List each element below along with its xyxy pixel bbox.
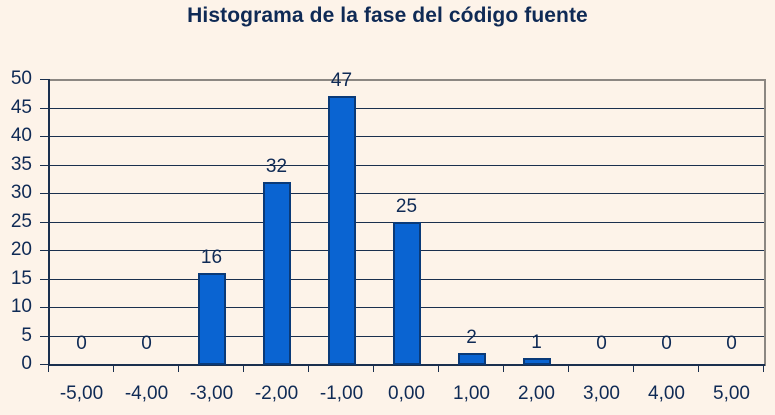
bar (457, 352, 486, 365)
y-tick-label: 50 (10, 68, 32, 89)
y-tick-label: 15 (10, 267, 32, 289)
y-tick-label: 35 (10, 153, 32, 175)
bar (522, 358, 551, 365)
data-label: 0 (661, 333, 672, 354)
data-label: 0 (76, 333, 87, 354)
x-tick-label: 1,00 (453, 383, 490, 404)
x-tick (243, 364, 244, 372)
y-tick-label: 20 (10, 239, 32, 260)
plot-area (49, 79, 766, 366)
gridline (40, 107, 764, 109)
x-tick (633, 364, 634, 372)
x-axis (48, 364, 765, 366)
x-tick-label: -5,00 (59, 383, 104, 404)
x-tick-label: 2,00 (518, 383, 555, 404)
x-tick-label: -4,00 (124, 383, 169, 404)
chart-title: Histograma de la fase del código fuente (187, 4, 588, 27)
x-tick (113, 364, 114, 372)
data-label: 16 (200, 246, 223, 268)
gridline (40, 136, 764, 137)
y-tick-label: 30 (10, 182, 32, 203)
bar (197, 272, 226, 365)
y-tick-label: 25 (10, 210, 32, 232)
x-tick (568, 364, 569, 372)
x-tick (373, 364, 374, 372)
data-label: 1 (531, 332, 542, 354)
data-label: 25 (395, 195, 418, 217)
data-label: 2 (466, 326, 477, 348)
x-tick (178, 364, 179, 372)
x-tick-label: -3,00 (189, 383, 234, 404)
data-label: 47 (330, 70, 353, 92)
y-tick-label: 5 (21, 324, 32, 346)
x-tick-label: 0,00 (388, 383, 425, 404)
x-tick (48, 364, 49, 372)
bar (262, 181, 291, 365)
y-tick-label: 45 (10, 96, 32, 118)
gridline (40, 164, 764, 166)
y-tick-label: 10 (10, 296, 32, 317)
data-label: 32 (265, 155, 288, 177)
x-tick-label: 4,00 (648, 383, 685, 404)
x-tick-label: -1,00 (319, 383, 364, 404)
x-tick-label: 5,00 (713, 383, 750, 404)
data-label: 0 (596, 333, 607, 354)
y-tick-label: 0 (21, 353, 32, 374)
x-tick-label: -2,00 (254, 383, 299, 404)
y-tick (40, 79, 49, 80)
x-tick (763, 364, 764, 372)
bar (392, 221, 421, 365)
gridline (40, 193, 764, 194)
x-tick (698, 364, 699, 372)
data-label: 0 (726, 333, 737, 354)
x-tick (503, 364, 504, 372)
y-tick (40, 364, 49, 365)
x-tick (438, 364, 439, 372)
y-tick-label: 40 (10, 125, 32, 146)
data-label: 0 (141, 333, 152, 354)
bar (327, 96, 356, 365)
x-tick (308, 364, 309, 372)
x-tick-label: 3,00 (583, 383, 620, 404)
